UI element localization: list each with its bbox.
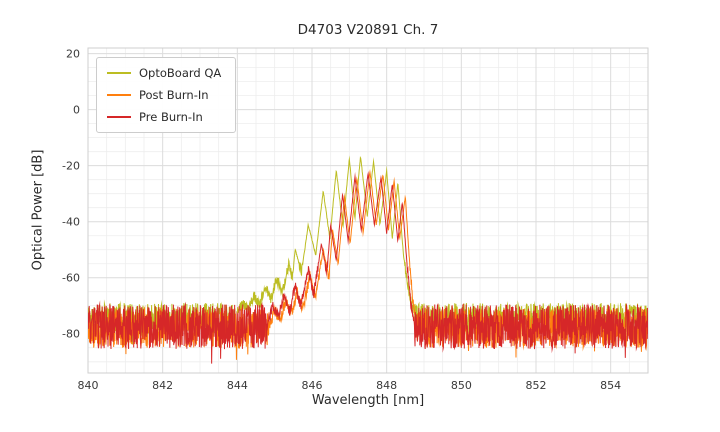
x-tick-label: 846: [301, 379, 323, 392]
y-axis-label: Optical Power [dB]: [30, 149, 46, 271]
x-tick-label: 850: [450, 379, 472, 392]
legend-label: Pre Burn-In: [139, 110, 203, 124]
y-tick-label: -60: [62, 271, 80, 285]
x-tick-label: 854: [600, 379, 622, 392]
x-tick-label: 848: [376, 379, 398, 392]
x-tick-label: 852: [525, 379, 547, 392]
y-tick-label: -20: [62, 159, 80, 173]
y-tick-label: -80: [62, 327, 80, 341]
chart-title: D4703 V20891 Ch. 7: [297, 22, 439, 38]
legend-label: Post Burn-In: [139, 88, 209, 102]
legend-item: Pre Burn-In: [107, 110, 221, 124]
legend: OptoBoard QA Post Burn-In Pre Burn-In: [96, 57, 237, 133]
x-tick-label: 844: [226, 379, 248, 392]
y-tick-label: 0: [73, 103, 80, 117]
legend-line-swatch: [107, 72, 131, 74]
legend-label: OptoBoard QA: [139, 66, 222, 80]
legend-item: Post Burn-In: [107, 88, 221, 102]
legend-line-swatch: [107, 116, 131, 118]
legend-line-swatch: [107, 94, 131, 96]
legend-item: OptoBoard QA: [107, 66, 221, 80]
x-tick-label: 840: [77, 379, 99, 392]
x-tick-label: 842: [152, 379, 174, 392]
y-tick-label: 20: [66, 47, 80, 61]
y-tick-label: -40: [62, 215, 80, 229]
x-axis-label: Wavelength [nm]: [311, 393, 425, 408]
